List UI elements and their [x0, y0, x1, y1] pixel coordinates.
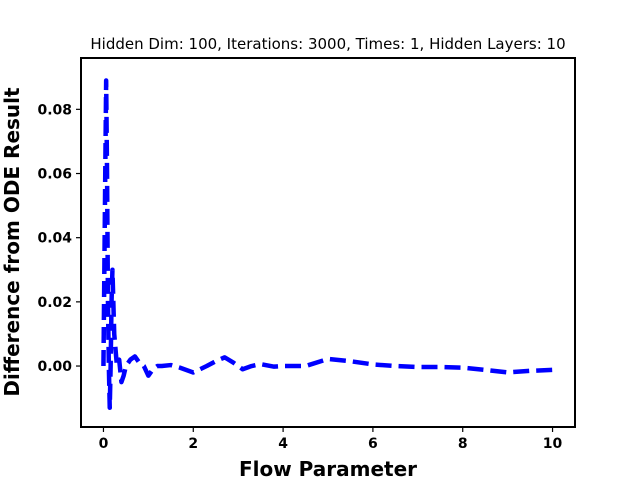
y-axis-label: Difference from ODE Result [0, 87, 24, 397]
y-tick-label: 0.02 [37, 295, 72, 311]
y-axis: 0.00 0.02 0.04 0.06 0.08 [37, 102, 81, 375]
x-tick-label: 10 [543, 436, 563, 452]
x-axis: 0 2 4 6 8 10 [99, 427, 563, 452]
x-tick-label: 0 [99, 436, 109, 452]
x-tick-label: 6 [368, 436, 378, 452]
y-tick-label: 0.08 [37, 102, 72, 118]
y-tick-label: 0.04 [37, 231, 72, 247]
series-line [101, 78, 553, 410]
x-tick-label: 4 [278, 436, 288, 452]
x-tick-label: 8 [458, 436, 468, 452]
plot-area: 0 2 4 6 8 10 0.00 0.02 0.04 0.06 0.08 [37, 57, 576, 452]
y-tick-label: 0.06 [37, 167, 72, 183]
y-tick-label: 0.00 [37, 359, 72, 375]
plot-frame [80, 57, 576, 428]
x-axis-label: Flow Parameter [239, 457, 417, 480]
x-tick-label: 2 [188, 436, 198, 452]
chart-title: Hidden Dim: 100, Iterations: 3000, Times… [90, 35, 565, 53]
